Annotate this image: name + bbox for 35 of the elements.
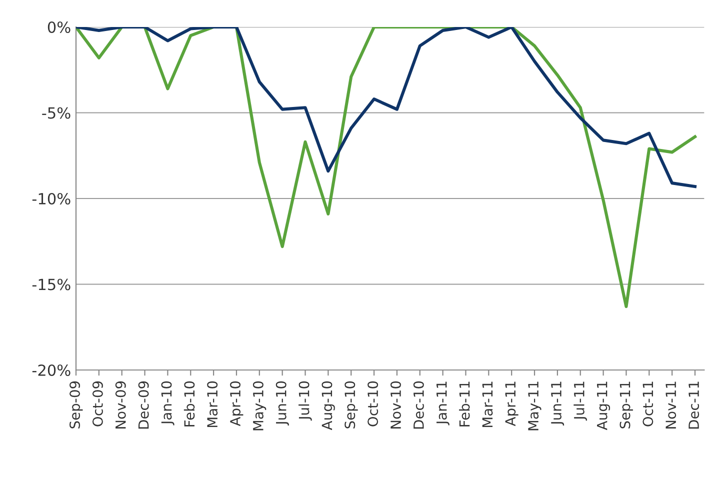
x-tick-label: Aug-11 — [597, 382, 610, 430]
x-tick-label: Jun-11 — [551, 382, 564, 426]
y-tick-label: -5% — [42, 107, 70, 119]
x-tick-label: Oct-11 — [642, 382, 654, 426]
x-tick-label: Jul-11 — [574, 382, 587, 421]
x-tick-label: Feb-10 — [184, 381, 195, 426]
y-tick-label: -20% — [32, 364, 70, 376]
x-tick-label: Apr-10 — [230, 381, 244, 426]
line-series — [76, 27, 697, 308]
y-tick-label: -15% — [32, 278, 70, 290]
x-tick-label: Apr-11 — [505, 382, 518, 426]
x-tick-label: May-10 — [252, 381, 266, 430]
x-tick-label: Dec-09 — [138, 381, 149, 429]
x-tick-label: Jun-10 — [276, 381, 289, 426]
x-tick-label: Dec-10 — [413, 381, 424, 429]
x-tick-label: Jan-10 — [161, 381, 174, 426]
y-tick-label: 0% — [48, 21, 70, 34]
x-tick-label: Mar-10 — [207, 381, 218, 428]
y-tick-label: -10% — [32, 192, 70, 205]
x-tick-label: Sep-11 — [620, 382, 633, 428]
x-tick-label: Feb-11 — [459, 382, 470, 426]
x-tick-label: Nov-10 — [390, 381, 401, 428]
line-series — [76, 27, 697, 188]
x-tick-label: May-11 — [528, 382, 542, 430]
x-tick-label: Jul-10 — [298, 381, 312, 421]
x-tick-label: Oct-10 — [368, 381, 378, 426]
x-tick-label: Dec-11 — [688, 382, 700, 429]
x-tick-label: Nov-11 — [666, 382, 676, 428]
x-tick-label: Aug-10 — [322, 381, 335, 430]
x-tick-label: Jan-11 — [436, 382, 450, 426]
x-tick-label: Nov-09 — [115, 381, 126, 428]
x-tick-label: Sep-10 — [344, 381, 358, 428]
x-tick-label: Sep-09 — [70, 381, 83, 428]
x-tick-label: Oct-09 — [92, 381, 103, 426]
x-tick-label: Mar-11 — [482, 382, 493, 428]
